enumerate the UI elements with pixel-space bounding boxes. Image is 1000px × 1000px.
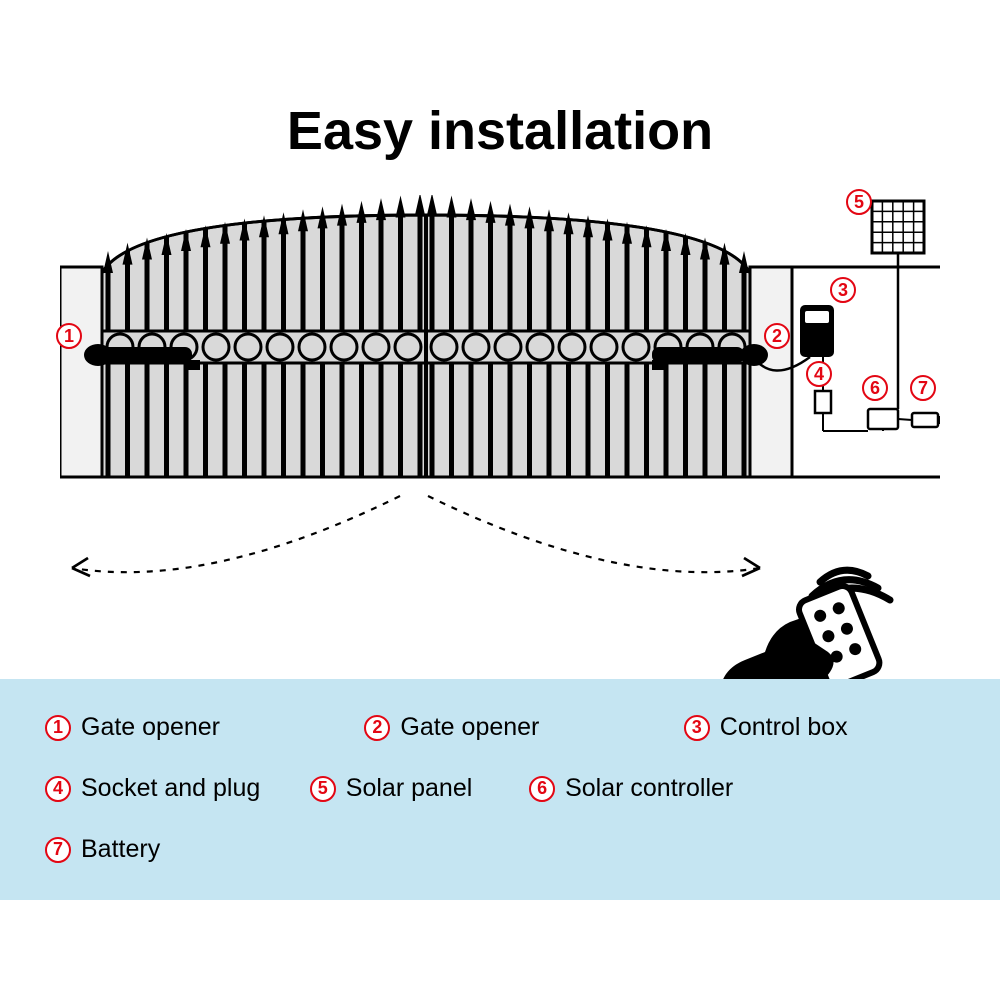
- legend-badge-7: 7: [45, 837, 71, 863]
- legend-item-7: 7 Battery: [45, 835, 209, 864]
- legend-item-4: 4 Socket and plug: [45, 774, 300, 803]
- callout-badge-1: 1: [56, 323, 82, 349]
- callout-badge-3: 3: [830, 277, 856, 303]
- callout-badge-4: 4: [806, 361, 832, 387]
- callout-badge-7: 7: [910, 375, 936, 401]
- legend-item-5: 5 Solar panel: [310, 774, 519, 803]
- legend-label: Control box: [720, 713, 848, 742]
- callout-badge-2: 2: [764, 323, 790, 349]
- legend-label: Solar panel: [346, 774, 472, 803]
- legend-badge-3: 3: [684, 715, 710, 741]
- legend-item-1: 1 Gate opener: [45, 713, 354, 742]
- legend-item-2: 2 Gate opener: [364, 713, 673, 742]
- legend-badge-5: 5: [310, 776, 336, 802]
- legend-label: Solar controller: [565, 774, 733, 803]
- callout-badge-5: 5: [846, 189, 872, 215]
- legend-label: Gate opener: [81, 713, 220, 742]
- legend-badge-6: 6: [529, 776, 555, 802]
- legend-badge-1: 1: [45, 715, 71, 741]
- page-title: Easy installation: [0, 100, 1000, 162]
- legend-label: Socket and plug: [81, 774, 260, 803]
- legend-label: Battery: [81, 835, 160, 864]
- gate-svg: [60, 195, 940, 495]
- gate-diagram: 1234567: [60, 195, 940, 495]
- legend-item-3: 3 Control box: [684, 713, 939, 742]
- legend-badge-2: 2: [364, 715, 390, 741]
- legend-badge-4: 4: [45, 776, 71, 802]
- callout-badge-6: 6: [862, 375, 888, 401]
- legend-label: Gate opener: [400, 713, 539, 742]
- legend: 1 Gate opener 2 Gate opener 3 Control box 4 Soc…: [0, 679, 1000, 900]
- legend-item-6: 6 Solar controller: [529, 774, 784, 803]
